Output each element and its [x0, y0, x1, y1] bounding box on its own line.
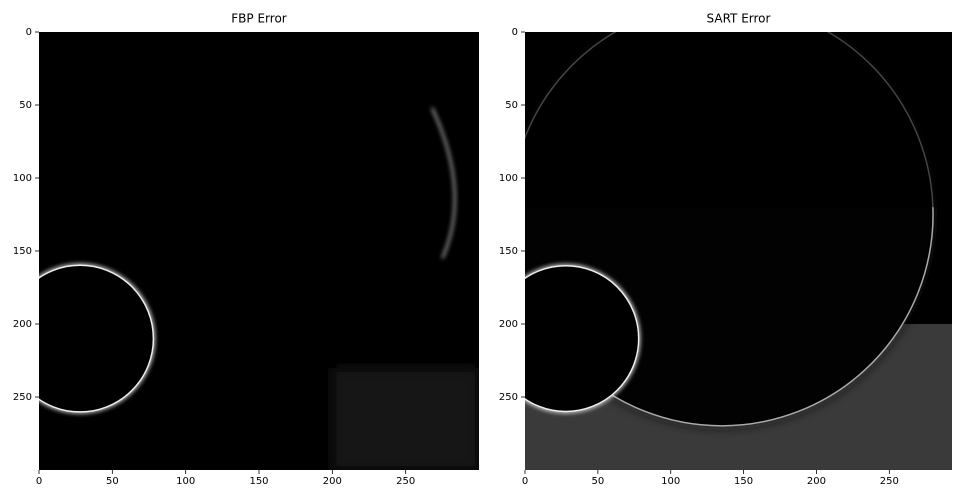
chart-title: SART Error: [707, 12, 771, 26]
x-tick-label: 100: [661, 476, 680, 487]
image: [525, 32, 952, 470]
x-tick-label: 0: [36, 476, 42, 487]
chart-title: FBP Error: [231, 12, 287, 26]
x-tick-label: 100: [176, 476, 195, 487]
y-tick-label: 150: [13, 246, 32, 257]
artifact-region: [332, 367, 479, 470]
y-tick-label: 50: [19, 100, 32, 111]
y-tick-label: 0: [26, 27, 32, 38]
y-tick-label: 100: [13, 173, 32, 184]
x-tick-label: 200: [323, 476, 342, 487]
x-tick-label: 50: [591, 476, 604, 487]
ellipse-edge: [525, 265, 640, 413]
y-tick-label: 250: [499, 392, 518, 403]
y-tick-label: 100: [499, 173, 518, 184]
artifact-top: [525, 32, 952, 208]
x-tick-label: 200: [807, 476, 826, 487]
y-tick-label: 200: [13, 319, 32, 330]
error-arc: [431, 107, 456, 259]
y-tick-label: 150: [499, 246, 518, 257]
y-tick-label: 0: [512, 27, 518, 38]
y-tick-label: 200: [499, 319, 518, 330]
x-tick-label: 150: [734, 476, 753, 487]
ellipse-edge: [39, 264, 155, 413]
x-tick-label: 0: [522, 476, 528, 487]
y-tick-label: 50: [505, 100, 518, 111]
image: [39, 32, 479, 470]
x-tick-label: 250: [880, 476, 899, 487]
x-tick-label: 150: [249, 476, 268, 487]
x-tick-label: 50: [106, 476, 119, 487]
y-tick-label: 250: [13, 392, 32, 403]
x-tick-label: 250: [396, 476, 415, 487]
